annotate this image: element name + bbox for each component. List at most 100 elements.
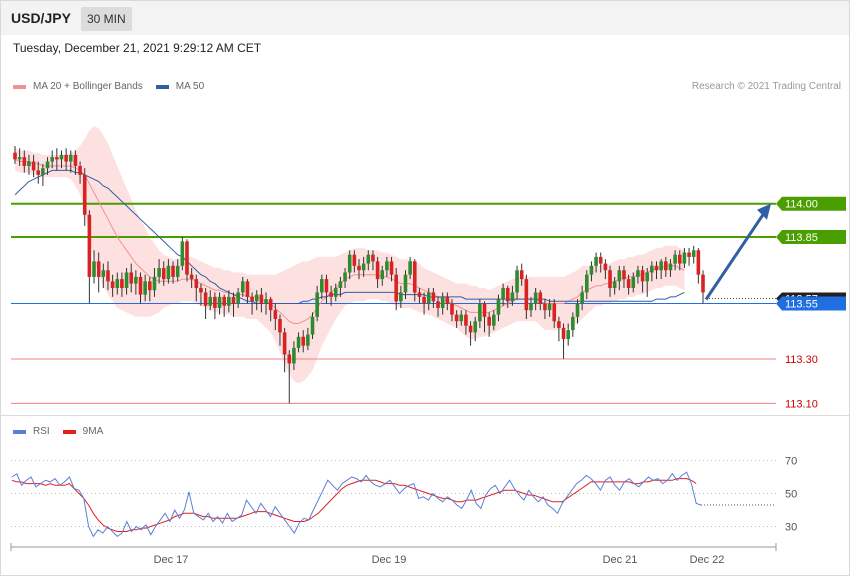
timeframe-button[interactable]: 30 MIN (81, 7, 132, 31)
candle-body (505, 287, 510, 302)
candle-body (691, 250, 696, 257)
candle-body (134, 276, 138, 284)
candle-body (96, 261, 101, 277)
candle-body (687, 252, 691, 257)
candle-body (92, 261, 96, 277)
x-axis-label-dec-19: Dec 19 (372, 554, 407, 566)
candle-body (612, 281, 617, 288)
rsi-tick-50: 50 (785, 489, 797, 501)
rsi-line (11, 471, 702, 538)
candle-body (189, 274, 194, 280)
candle-body (566, 330, 570, 340)
candle-body (524, 279, 529, 311)
candle-body (217, 296, 222, 308)
candle-body (496, 299, 501, 315)
candle-body (273, 310, 278, 320)
candle-body (278, 319, 282, 333)
candle-body (73, 154, 78, 166)
candle-body (412, 261, 417, 293)
forecast-arrow-shaft (704, 210, 767, 301)
candle-body (213, 296, 217, 308)
candle-body (301, 336, 306, 346)
candle-body (254, 294, 259, 302)
candle-body (236, 292, 240, 304)
candle-body (380, 270, 385, 280)
candle-body (594, 256, 598, 266)
candle-body (110, 281, 115, 288)
candle-body (240, 281, 245, 293)
candle-body (203, 292, 208, 306)
candle-body (231, 296, 236, 304)
candle-body (440, 296, 445, 308)
legend-9ma-swatch (62, 429, 76, 434)
candle-body (603, 263, 608, 271)
candle-body (575, 303, 580, 317)
candle-body (389, 261, 394, 275)
candle-body (571, 316, 575, 331)
candle-body (626, 279, 631, 288)
x-axis-label-dec-17: Dec 17 (154, 554, 189, 566)
legend-rsi-swatch (13, 429, 26, 434)
legend-ma50-label: MA 50 (175, 81, 205, 92)
candle-body (22, 157, 27, 166)
candle-body (385, 261, 389, 271)
legend-ma20-label: MA 20 + Bollinger Bands (33, 81, 143, 92)
candle-body (640, 270, 645, 282)
candle-body (27, 161, 31, 166)
candle-body (478, 303, 482, 322)
candle-body (306, 334, 310, 346)
candle-body (561, 327, 566, 340)
candle-body (175, 265, 180, 277)
candle-body (50, 157, 54, 162)
candle-body (371, 254, 375, 262)
candle-body (45, 161, 50, 169)
candle-body (417, 292, 422, 297)
candle-body (55, 157, 59, 160)
forecast-arrow-head (757, 203, 771, 220)
level-label-113.10: 113.10 (785, 398, 818, 410)
candle-body (659, 261, 663, 271)
candle-body (287, 354, 292, 364)
level-tag-113.55 (776, 296, 846, 311)
candle-body (222, 296, 226, 306)
candle-body (515, 270, 519, 293)
candle-body (682, 252, 687, 264)
rsi-tick-70: 70 (785, 456, 797, 468)
candle-body (143, 281, 147, 295)
candle-body (17, 157, 22, 160)
candle-body (259, 294, 264, 304)
candle-body (664, 261, 668, 271)
candle-body (557, 321, 561, 328)
candle-body (701, 274, 705, 293)
candle-body (650, 265, 654, 273)
candle-body (161, 268, 166, 280)
candle-body (464, 314, 468, 326)
candle-body (333, 287, 338, 297)
candle-body (250, 296, 254, 302)
candle-body (82, 174, 87, 215)
candle-body (468, 325, 473, 333)
candle-body (501, 287, 505, 300)
candle-body (677, 254, 682, 264)
level-tag-label-113.55: 113.55 (785, 299, 818, 311)
rsi-legend: RSI 9MA (13, 426, 116, 437)
level-tag-label-113.85: 113.85 (785, 232, 818, 244)
candle-body (366, 254, 371, 264)
candle-body (622, 270, 626, 280)
ma50-line (14, 169, 685, 304)
candle-body (124, 272, 129, 288)
candle-body (533, 292, 538, 304)
legend-ma50-swatch (155, 84, 169, 89)
candle-body (324, 279, 329, 293)
panel-divider (1, 415, 849, 416)
candle-body (208, 296, 213, 306)
candle-body (454, 314, 459, 322)
candle-body (320, 279, 324, 293)
header-bar: USD/JPY 30 MIN (1, 1, 849, 35)
legend-ma50: MA 50 (155, 81, 205, 92)
candle-body (138, 276, 143, 295)
candle-body (68, 154, 73, 162)
candle-body (59, 154, 64, 160)
candle-body (436, 301, 440, 308)
